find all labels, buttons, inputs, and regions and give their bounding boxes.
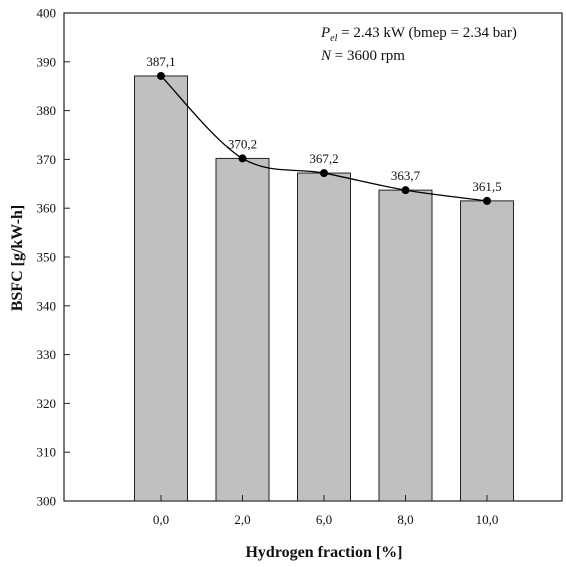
data-label: 370,2: [228, 136, 257, 151]
annotation-power: Pel = 2.43 kW (bmep = 2.34 bar): [320, 25, 517, 44]
data-label: 363,7: [391, 168, 421, 183]
annotation-speed: N = 3600 rpm: [320, 48, 405, 64]
data-label: 367,2: [309, 151, 338, 166]
y-tick-label: 310: [37, 445, 57, 460]
data-point: [401, 186, 410, 195]
x-axis-title: Hydrogen fraction [%]: [245, 544, 402, 561]
x-tick-label: 0,0: [153, 512, 169, 527]
y-tick-label: 330: [37, 347, 57, 362]
bar: [460, 200, 514, 502]
y-tick-label: 350: [37, 250, 57, 265]
x-tick-label: 2,0: [234, 512, 250, 527]
bar: [134, 75, 188, 502]
x-tick-label: 10,0: [476, 512, 499, 527]
bar: [297, 172, 351, 502]
data-label: 361,5: [472, 179, 501, 194]
data-label: 387,1: [146, 54, 175, 69]
y-tick-label: 390: [37, 54, 57, 69]
y-tick-label: 370: [37, 152, 57, 167]
x-tick-label: 6,0: [316, 512, 332, 527]
bar: [215, 157, 270, 502]
x-tick-label: 8,0: [397, 512, 413, 527]
annotation-power-text: = 2.43 kW (bmep = 2.34 bar): [337, 25, 517, 41]
y-tick-label: 400: [37, 6, 57, 21]
annotation-power-var: P: [320, 25, 330, 41]
annotation-speed-var: N: [320, 48, 332, 64]
y-tick-label: 360: [37, 201, 57, 216]
data-point: [157, 71, 165, 80]
annotation-power-subscript: el: [330, 33, 337, 44]
y-tick-label: 320: [37, 396, 57, 411]
data-point: [483, 196, 491, 205]
y-tick-label: 300: [37, 494, 57, 509]
data-point: [238, 154, 247, 163]
y-axis-title: BSFC [g/kW-h]: [9, 205, 26, 312]
y-tick-label: 380: [37, 103, 57, 118]
y-tick-label: 340: [37, 298, 57, 313]
annotation-speed-text: = 3600 rpm: [331, 48, 405, 64]
data-point: [320, 169, 328, 178]
bar: [378, 189, 433, 502]
